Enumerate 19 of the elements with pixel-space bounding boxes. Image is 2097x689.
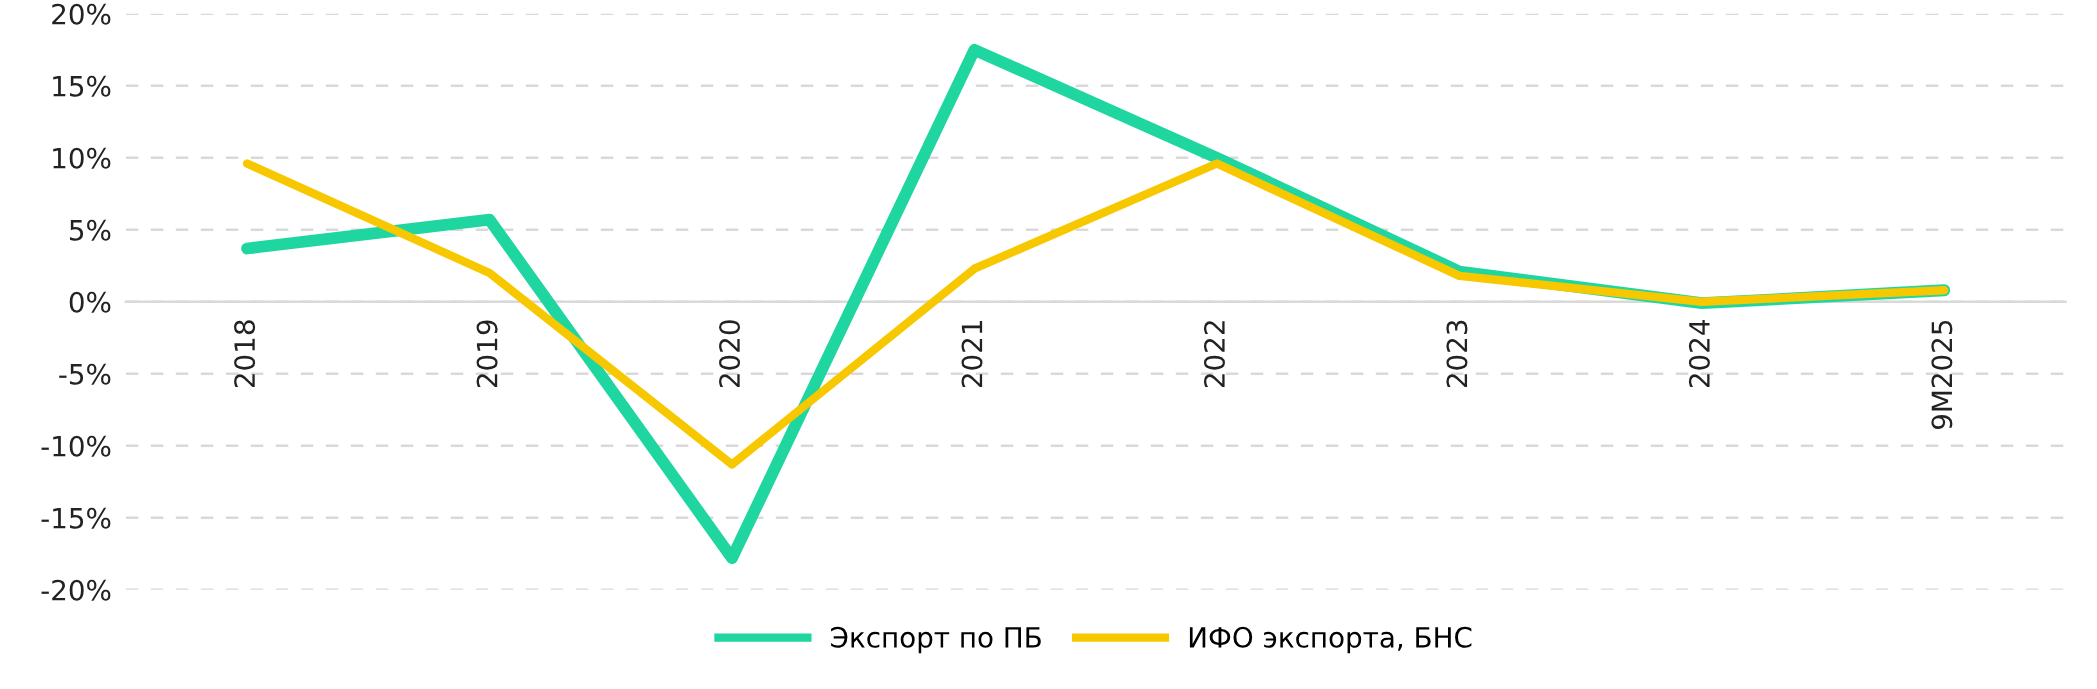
y-tick-label: -5%	[59, 363, 111, 385]
y-tick-label: -20%	[41, 579, 111, 601]
y-tick-label: 0%	[69, 291, 111, 313]
y-tick-label: -15%	[41, 507, 111, 529]
x-tick-label: 2021	[961, 321, 983, 388]
x-tick-label: 2018	[234, 320, 256, 388]
legend-label: Экспорт по ПБ	[831, 626, 1041, 654]
y-tick-label: -10%	[41, 435, 111, 457]
y-tick-label: 5%	[70, 219, 111, 241]
legend-label: ИФО экспорта, БНС	[1189, 626, 1472, 654]
y-tick-label: 15%	[53, 75, 111, 97]
y-tick-label: 20%	[52, 3, 111, 25]
x-tick-label: 2023	[1446, 320, 1468, 388]
x-tick-label: 2020	[719, 320, 741, 388]
x-tick-label: 2024	[1688, 320, 1710, 388]
y-tick-label: 10%	[53, 147, 111, 169]
x-tick-label: 2019	[476, 320, 498, 388]
x-tick-label: 9M2025	[1931, 320, 1953, 430]
x-tick-label: 2022	[1203, 321, 1225, 388]
